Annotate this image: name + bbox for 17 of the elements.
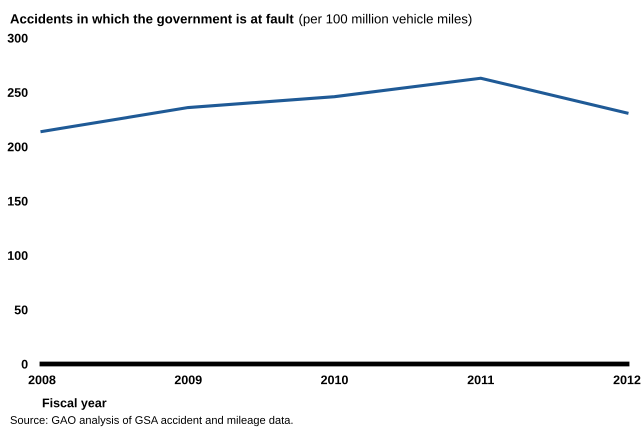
chart-subtitle: (per 100 million vehicle miles) bbox=[299, 14, 472, 26]
y-tick-label: 300 bbox=[8, 34, 28, 43]
y-tick-label: 100 bbox=[8, 251, 28, 260]
x-tick-label: 2009 bbox=[174, 375, 202, 384]
x-axis-title: Fiscal year bbox=[42, 398, 106, 410]
y-tick-label: 200 bbox=[8, 142, 28, 152]
x-tick-label: 2008 bbox=[28, 375, 56, 384]
source-note: Source: GAO analysis of GSA accident and mileage data. bbox=[10, 416, 292, 426]
y-tick-label: 250 bbox=[8, 88, 28, 97]
chart-title: Accidents in which the government is at fault bbox=[10, 14, 294, 26]
y-tick-label: 150 bbox=[8, 196, 28, 206]
x-tick-label: 2011 bbox=[468, 375, 494, 384]
line-series bbox=[40, 76, 629, 133]
x-tick-label: 2012 bbox=[614, 375, 640, 384]
y-tick-label: 0 bbox=[22, 360, 28, 369]
x-tick-label: 2010 bbox=[321, 375, 348, 384]
y-tick-label: 50 bbox=[14, 305, 28, 314]
